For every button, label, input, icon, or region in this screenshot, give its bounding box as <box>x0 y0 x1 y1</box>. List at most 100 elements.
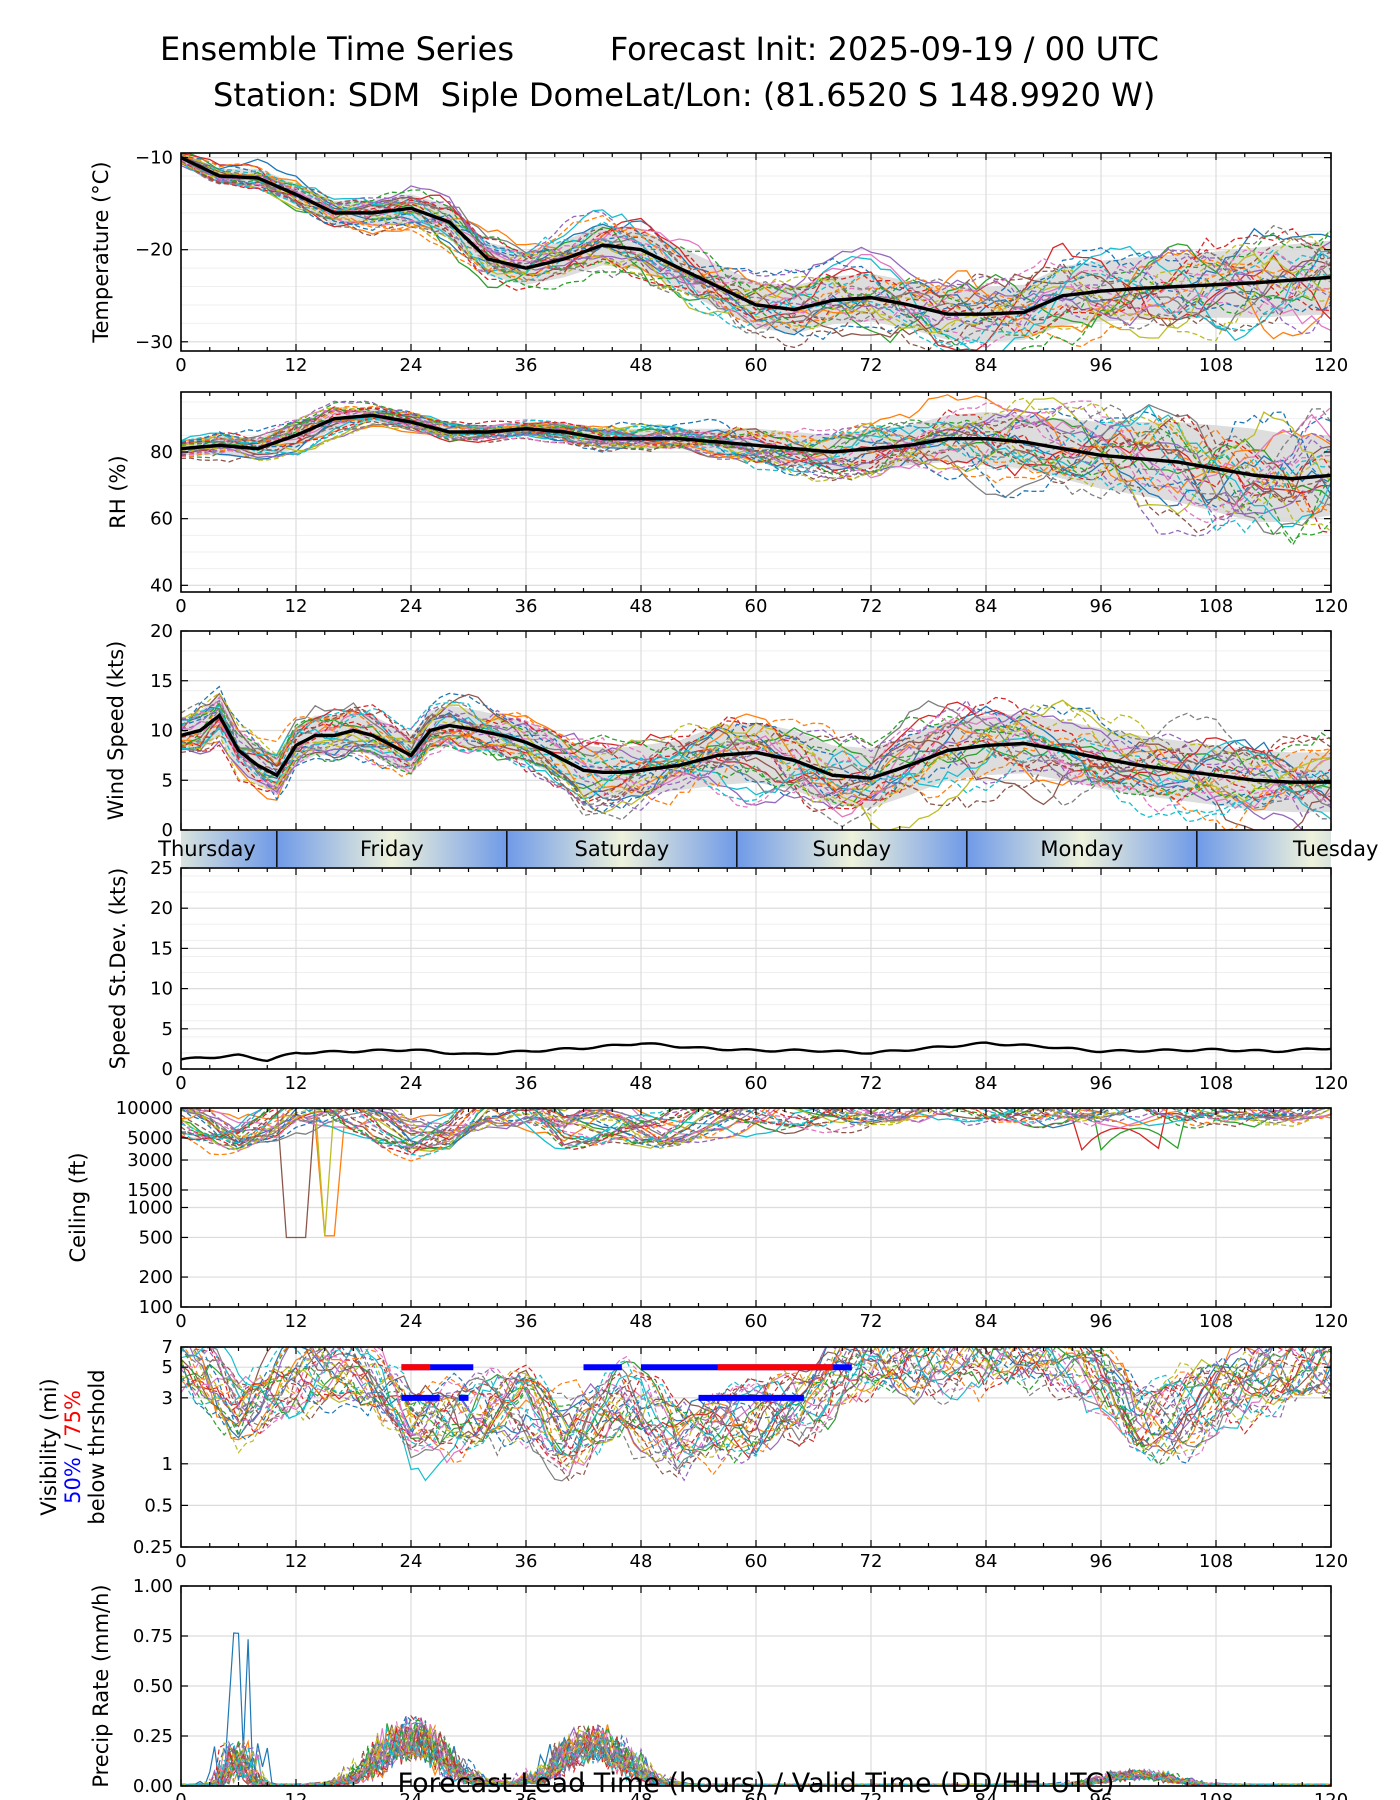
x-tick-label: 120 <box>1314 1790 1348 1800</box>
visibility-member-line <box>181 1347 1331 1464</box>
speed-stdev-line <box>180 1041 1332 1063</box>
panel-1 <box>180 392 1332 592</box>
visibility-member-line <box>189 1347 1331 1463</box>
visibility-member-line <box>181 1347 1324 1466</box>
y-tick-label: 60 <box>150 509 173 530</box>
ensemble-member-line <box>181 696 1331 813</box>
precip-member-line <box>181 1723 1331 1786</box>
y-tick-label: 10 <box>150 979 173 1000</box>
x-tick-label: 48 <box>630 596 653 617</box>
y-tick-label: 0.25 <box>133 1537 173 1558</box>
x-tick-label: 24 <box>400 1073 423 1094</box>
y-tick-label: 25 <box>150 858 173 879</box>
y-axis-label: RH (%) <box>106 455 130 528</box>
x-tick-label: 96 <box>1090 1790 1113 1800</box>
x-tick-label: 72 <box>860 1311 883 1332</box>
x-tick-label: 72 <box>860 1073 883 1094</box>
x-tick-label: 24 <box>400 1551 423 1572</box>
y-tick-label: 5000 <box>127 1128 173 1149</box>
ceiling-member-line <box>181 1108 1231 1156</box>
y-tick-label: 0.50 <box>133 1676 173 1697</box>
y-tick-label: 1000 <box>127 1198 173 1219</box>
spread-band <box>181 153 1331 342</box>
ceiling-member-line <box>183 1108 1331 1144</box>
ceiling-member-line <box>188 1108 1320 1152</box>
day-label: Tuesday <box>1292 837 1378 861</box>
y-tick-label: 0 <box>162 820 173 841</box>
latlon-label: Lat/Lon: (81.6520 S 148.9920 W) <box>624 76 1156 114</box>
y-axis-label: Precip Rate (mm/h) <box>89 1584 113 1787</box>
x-tick-label: 60 <box>745 596 768 617</box>
y-axis-label: below thrshold <box>85 1369 109 1524</box>
ensemble-member-line <box>181 397 1331 532</box>
ensemble-member-line <box>181 706 1331 830</box>
ceiling-member-line <box>181 1108 1230 1149</box>
x-tick-label: 120 <box>1314 596 1348 617</box>
x-tick-label: 36 <box>515 1551 538 1572</box>
visibility-member-line <box>181 1347 1318 1463</box>
x-tick-label: 96 <box>1090 1311 1113 1332</box>
x-tick-label: 24 <box>400 1311 423 1332</box>
day-segment <box>736 831 967 867</box>
y-tick-label: 10000 <box>116 1098 173 1119</box>
x-tick-label: 48 <box>630 1551 653 1572</box>
x-tick-label: 12 <box>285 1073 308 1094</box>
x-tick-label: 0 <box>175 1311 186 1332</box>
ensemble-member-line <box>181 701 1331 823</box>
ensemble-member-line <box>181 154 1331 333</box>
x-tick-label: 0 <box>175 596 186 617</box>
x-tick-label: 108 <box>1199 1551 1233 1572</box>
panel-0 <box>180 153 1332 351</box>
station-label: Station: SDM Siple Dome <box>213 76 624 114</box>
y-tick-label: 0.5 <box>144 1495 173 1516</box>
visibility-member-line <box>181 1347 1292 1476</box>
x-tick-label: 36 <box>515 1073 538 1094</box>
visibility-member-line <box>189 1347 1331 1464</box>
x-tick-label: 108 <box>1199 596 1233 617</box>
ensemble-member-line <box>181 699 1331 830</box>
y-axis-label-part: 75% <box>61 1390 85 1437</box>
ensemble-member-line <box>181 159 1331 328</box>
day-label: Thursday <box>157 837 256 861</box>
ensemble-member-line <box>181 405 1331 519</box>
ceiling-member-line <box>181 1108 1226 1148</box>
x-tick-label: 48 <box>630 1790 653 1800</box>
ensemble-member-line <box>181 413 1331 504</box>
ceiling-member-line <box>181 1108 1315 1149</box>
panel-4 <box>180 1107 1332 1308</box>
x-tick-label: 0 <box>175 1551 186 1572</box>
x-tick-label: 120 <box>1314 355 1348 376</box>
y-tick-label: 1.00 <box>133 1576 173 1597</box>
day-segment <box>181 831 277 867</box>
ensemble-member-line <box>181 699 1331 828</box>
ensemble-member-line <box>181 407 1331 497</box>
ensemble-member-line <box>181 400 1331 537</box>
ensemble-mean-line <box>181 156 1331 316</box>
ceiling-member-line <box>181 1108 1279 1154</box>
y-tick-label: 20 <box>150 621 173 642</box>
ensemble-member-line <box>181 402 1331 511</box>
y-tick-label: −20 <box>135 240 173 261</box>
ensemble-member-line <box>181 410 1331 508</box>
day-segment <box>276 831 507 867</box>
x-tick-label: 72 <box>860 596 883 617</box>
ensemble-member-line <box>181 159 1331 314</box>
y-tick-label: 0.00 <box>133 1776 173 1797</box>
y-tick-label: 15 <box>150 671 173 692</box>
ensemble-member-line <box>181 159 1331 323</box>
y-tick-label: 3 <box>162 1388 173 1409</box>
x-tick-label: 96 <box>1090 1551 1113 1572</box>
x-tick-label: 60 <box>745 1790 768 1800</box>
panel-5 <box>180 1346 1332 1548</box>
ceiling-member-line <box>184 1108 1296 1150</box>
y-axis-label: Temperature (°C) <box>89 161 113 343</box>
y-axis-label: Ceiling (ft) <box>66 1152 90 1262</box>
ensemble-member-line <box>181 703 1331 807</box>
plot-area <box>181 685 1331 830</box>
visibility-member-line <box>208 1347 1331 1465</box>
precip-member-line <box>181 1716 1331 1786</box>
x-tick-label: 12 <box>285 596 308 617</box>
x-tick-label: 96 <box>1090 596 1113 617</box>
ensemble-member-line <box>181 416 1331 534</box>
